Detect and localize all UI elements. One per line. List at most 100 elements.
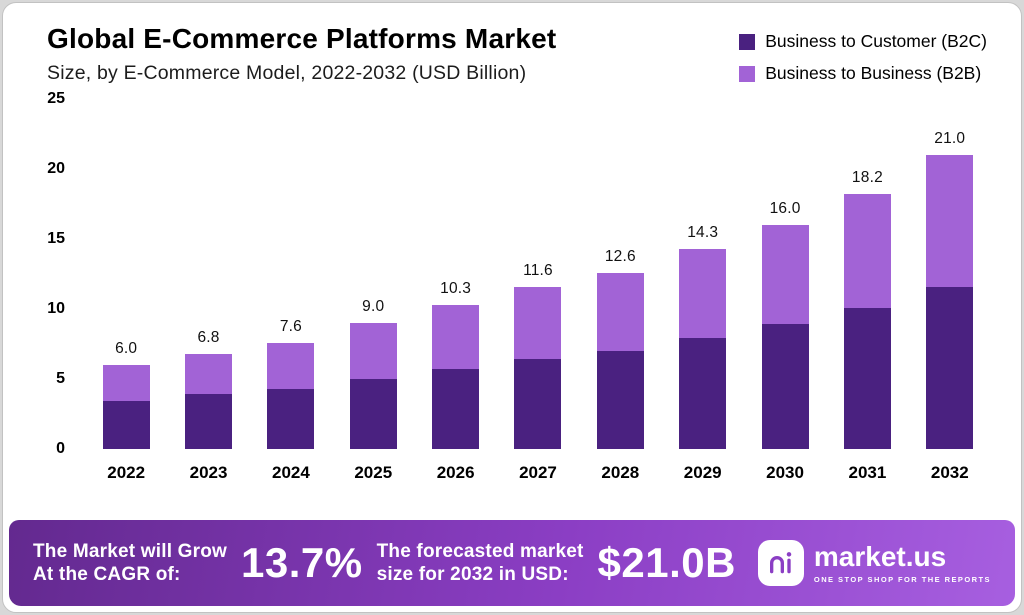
bar-total-label: 6.8 <box>197 328 220 346</box>
bar-total-label: 7.6 <box>279 317 302 335</box>
bar-column: 10.3 <box>414 99 496 449</box>
chart: 0 5 10 15 20 25 6.0 6.8 7.6 9.0 10.3 11.6 12.6 14.3 1… <box>3 89 1021 483</box>
stacked-bar <box>349 323 397 449</box>
header: Global E-Commerce Platforms Market Size,… <box>3 3 1021 89</box>
brand-text-block: market.us ONE STOP SHOP FOR THE REPORTS <box>813 540 991 584</box>
footer-banner: The Market will Grow At the CAGR of: 13.… <box>9 520 1015 606</box>
bar-segment-b2c <box>514 359 562 449</box>
bar-segment-b2b <box>514 286 562 360</box>
x-axis-label: 2024 <box>271 463 310 482</box>
bar-segment-b2b <box>926 155 974 287</box>
bar-segment-b2b <box>267 342 315 389</box>
bar-column: 11.6 <box>497 99 579 449</box>
forecast-label-line1: The forecasted market <box>376 540 584 562</box>
forecast-label: The forecasted market size for 2032 in U… <box>377 540 584 586</box>
stacked-bar <box>761 225 809 449</box>
x-axis-label: 2031 <box>848 463 887 482</box>
y-tick-label: 15 <box>47 230 65 247</box>
plot-wrap: 6.0 6.8 7.6 9.0 10.3 11.6 12.6 14.3 16.0 18.2 21.0… <box>81 99 995 483</box>
y-tick-label: 20 <box>47 160 65 177</box>
bar-total-label: 16.0 <box>769 200 801 217</box>
legend-item-b2b: Business to Business (B2B) <box>739 63 987 84</box>
bar-column: 12.6 <box>579 99 661 449</box>
bar-segment-b2c <box>432 369 480 449</box>
cagr-label-line1: The Market will Grow <box>33 540 228 562</box>
bar-segment-b2c <box>267 388 315 449</box>
x-axis-label: 2023 <box>189 463 228 482</box>
stacked-bar <box>102 365 150 449</box>
bar-total-label: 6.0 <box>115 340 138 357</box>
x-axis-label: 2025 <box>354 463 393 482</box>
y-tick-label: 25 <box>47 90 65 107</box>
title-block: Global E-Commerce Platforms Market Size,… <box>47 23 556 85</box>
x-axis-label: 2032 <box>930 463 969 482</box>
bar-segment-b2b <box>843 194 891 308</box>
bar-column: 18.2 <box>826 99 908 449</box>
bar-segment-b2c <box>102 401 150 449</box>
bar-total-label: 14.3 <box>687 223 719 241</box>
bar-segment-b2b <box>185 353 233 395</box>
x-axis-label: 2029 <box>683 463 722 482</box>
brand-name: market.us <box>813 540 947 572</box>
page-subtitle: Size, by E-Commerce Model, 2022-2032 (US… <box>47 62 527 84</box>
stacked-bar <box>843 194 891 449</box>
bar-total-label: 9.0 <box>362 298 385 315</box>
bar-column: 6.8 <box>167 99 249 449</box>
bar-total-label: 12.6 <box>604 247 636 265</box>
bar-segment-b2b <box>102 365 150 402</box>
bar-segment-b2c <box>843 307 891 449</box>
page-title: Global E-Commerce Platforms Market <box>47 23 557 54</box>
bar-segment-b2b <box>761 225 809 325</box>
bar-segment-b2b <box>679 248 727 339</box>
legend-item-b2c: Business to Customer (B2C) <box>739 31 987 52</box>
x-axis-label: 2027 <box>519 463 557 482</box>
stacked-bar <box>185 353 233 449</box>
brand-logo: market.us ONE STOP SHOP FOR THE REPORTS <box>750 540 991 586</box>
marketus-logo-icon <box>757 540 804 586</box>
bar-column: 9.0 <box>332 99 414 449</box>
bar-column: 21.0 <box>909 99 991 449</box>
bar-segment-b2c <box>185 394 233 449</box>
stacked-bar <box>596 272 644 449</box>
y-tick-label: 0 <box>56 440 65 457</box>
cagr-label-line2: At the CAGR of: <box>33 564 181 585</box>
stacked-bar <box>432 304 480 449</box>
forecast-label-line2: size for 2032 in USD: <box>376 564 569 585</box>
bar-total-label: 11.6 <box>523 261 553 279</box>
bar-total-label: 18.2 <box>851 169 883 187</box>
y-tick-label: 5 <box>56 370 65 387</box>
cagr-value: 13.7% <box>241 539 363 586</box>
stacked-bar <box>267 342 315 449</box>
legend-swatch-b2b <box>739 65 756 82</box>
bar-segment-b2c <box>596 351 644 449</box>
bar-column: 7.6 <box>250 99 332 449</box>
bar-segment-b2c <box>349 379 397 449</box>
stacked-bar <box>679 248 727 449</box>
chart-inner: 0 5 10 15 20 25 6.0 6.8 7.6 9.0 10.3 11.6 12.6 14.3 1… <box>23 90 995 483</box>
bar-column: 14.3 <box>662 99 744 449</box>
x-axis-label: 2022 <box>107 463 146 482</box>
bar-total-label: 21.0 <box>934 130 966 147</box>
bar-segment-b2c <box>679 338 727 449</box>
forecast-value: $21.0B <box>597 539 736 586</box>
x-axis: 2022 2023 2024 2025 2026 2027 2028 2029 2030 2031… <box>81 463 995 483</box>
x-axis-label: 2028 <box>601 463 640 482</box>
x-axis-label: 2026 <box>436 463 475 482</box>
stacked-bar <box>926 155 974 449</box>
y-tick-label: 10 <box>47 300 65 317</box>
legend-swatch-b2c <box>739 33 756 50</box>
bar-column: 16.0 <box>744 99 826 449</box>
legend: Business to Customer (B2C) Business to B… <box>739 23 987 84</box>
stacked-bar <box>514 286 562 449</box>
brand-tagline: ONE STOP SHOP FOR THE REPORTS <box>813 574 991 584</box>
bar-total-label: 10.3 <box>440 279 472 297</box>
bar-segment-b2c <box>761 324 809 449</box>
legend-label-b2b: Business to Business (B2B) <box>765 63 982 83</box>
x-axis-label: 2030 <box>766 463 804 482</box>
bar-segment-b2c <box>926 286 974 449</box>
bar-segment-b2b <box>596 272 644 351</box>
bar-segment-b2b <box>349 323 397 379</box>
cagr-label: The Market will Grow At the CAGR of: <box>33 540 227 586</box>
legend-label-b2c: Business to Customer (B2C) <box>765 31 987 51</box>
